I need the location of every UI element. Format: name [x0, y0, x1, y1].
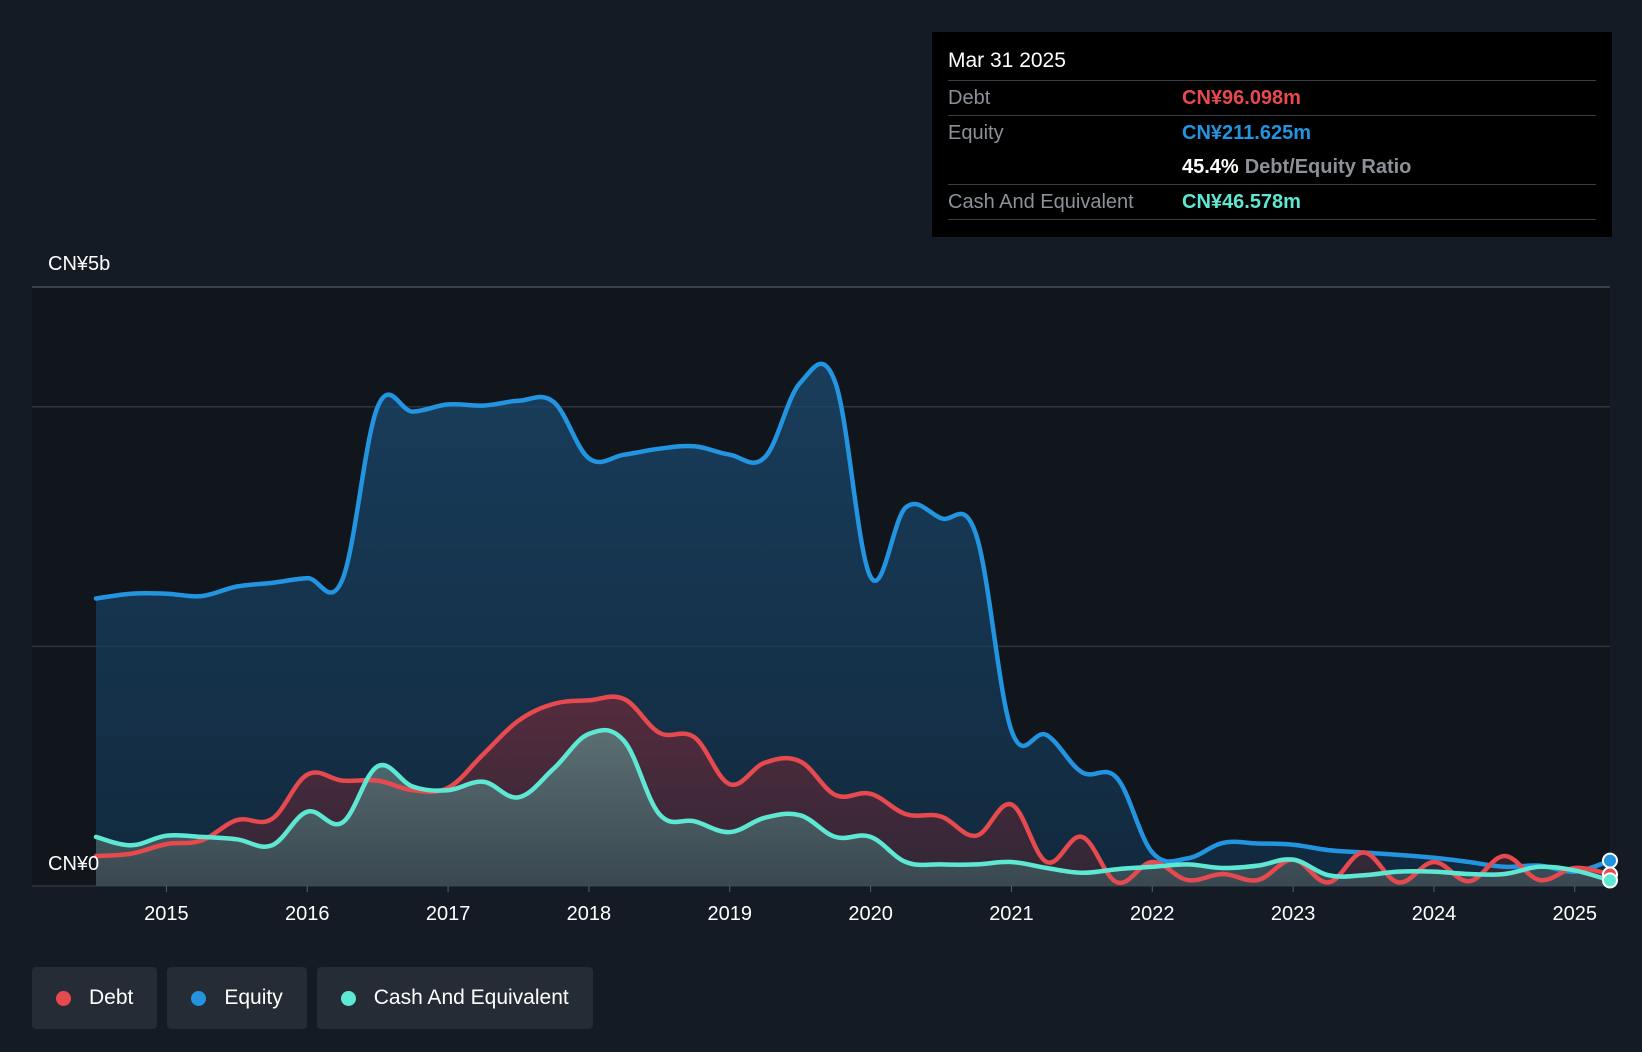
equity-dot-icon: [191, 990, 207, 1006]
tooltip-cash-value: CN¥46.578m: [1182, 191, 1301, 213]
tooltip-date: Mar 31 2025: [948, 46, 1596, 81]
x-tick-label-2017: 2017: [426, 903, 471, 925]
tooltip-cash-label: Cash And Equivalent: [948, 191, 1134, 213]
legend-item-cash[interactable]: Cash And Equivalent: [316, 967, 593, 1029]
tooltip-ratio-row: 45.4% Debt/Equity Ratio: [948, 150, 1596, 185]
series-lines: [93, 361, 1613, 886]
data-tooltip: Mar 31 2025 Debt CN¥96.098m Equity CN¥21…: [932, 32, 1612, 237]
tooltip-debt-row: Debt CN¥96.098m: [948, 81, 1596, 116]
series-areas: [96, 363, 1610, 886]
x-tick-label-2016: 2016: [285, 903, 330, 925]
equity-area: [96, 363, 1610, 886]
legend-debt-label: Debt: [89, 986, 134, 1009]
tooltip-cash-row: Cash And Equivalent CN¥46.578m: [948, 185, 1596, 220]
tooltip-debt-label: Debt: [948, 87, 991, 109]
y-axis-top-label: CN¥5b: [48, 253, 110, 275]
tooltip-ratio-value: 45.4%: [1182, 156, 1239, 178]
tooltip-debt-value: CN¥96.098m: [1182, 87, 1301, 109]
debt-dot-icon: [56, 990, 71, 1006]
cash-dot-icon: [340, 990, 356, 1006]
equity-line: [93, 361, 1613, 874]
legend-item-equity[interactable]: Equity: [167, 967, 307, 1029]
x-tick-label-2015: 2015: [144, 903, 189, 925]
x-tick-label-2022: 2022: [1130, 903, 1175, 925]
tooltip-ratio-label: Debt/Equity Ratio: [1244, 156, 1412, 178]
tooltip-equity-value: CN¥211.625m: [1182, 122, 1311, 144]
tooltip-equity-row: Equity CN¥211.625m: [948, 116, 1596, 150]
x-tick-label-2018: 2018: [567, 903, 612, 925]
x-tick-label-2024: 2024: [1412, 903, 1457, 925]
legend-cash-label: Cash And Equivalent: [373, 986, 569, 1009]
chart-legend: Debt Equity Cash And Equivalent: [32, 967, 593, 1029]
equity-endpoint[interactable]: [1602, 852, 1618, 869]
legend-item-debt[interactable]: Debt: [32, 967, 158, 1029]
x-tick-label-2020: 2020: [848, 903, 893, 925]
debt-line: [93, 694, 1613, 886]
cash-and-equivalent-line: [93, 727, 1613, 883]
x-tick-label-2023: 2023: [1271, 903, 1316, 925]
x-tick-label-2019: 2019: [708, 903, 753, 925]
x-axis-ticks: 2015 2016 2017 2018 2019 2020 2021 2022 2023 2024…: [144, 886, 1597, 925]
legend-equity-label: Equity: [224, 986, 283, 1009]
series-endpoints: [1602, 852, 1618, 889]
x-tick-label-2025: 2025: [1553, 903, 1598, 925]
x-tick-label-2021: 2021: [989, 903, 1034, 925]
cash-and-equivalent-area: [96, 730, 1610, 886]
tooltip-equity-label: Equity: [948, 122, 1004, 144]
y-axis-bottom-label: CN¥0: [48, 853, 99, 875]
cash-and-equivalent-endpoint[interactable]: [1602, 872, 1618, 889]
